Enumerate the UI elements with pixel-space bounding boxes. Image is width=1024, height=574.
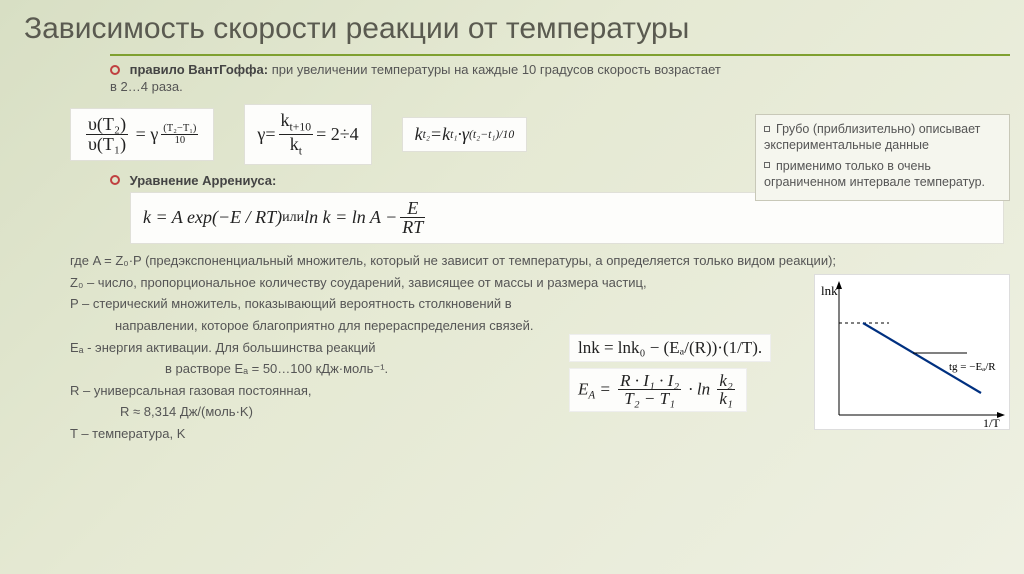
graph-slope: tg = −Eₐ/R — [949, 361, 996, 373]
side-note-1: Грубо (приблизительно) описывает экспери… — [764, 122, 980, 152]
desc-A: где A = Z₀·P (предэкспоненциальный множи… — [70, 252, 1004, 270]
graph-ylabel: lnk — [821, 283, 838, 298]
bullet-icon — [110, 175, 120, 185]
eq-kt: kt₂ = kt₁ · γ(t₂−t₁)/10 — [402, 117, 528, 152]
eq-EA: EA = R · I₁ · I₂T₂ − T₁ · ln k₂k₁ — [569, 368, 747, 413]
eq-lnk-linear: lnk = lnk₀ − (Eₐ/(R))·(1/T). — [569, 334, 771, 362]
graph-xlabel: 1/T — [983, 416, 1000, 430]
vant-hoff-rule: правило ВантГоффа: при увеличении темпер… — [110, 62, 730, 96]
side-note-box: Грубо (приблизительно) описывает экспери… — [755, 114, 1010, 201]
linearized-equations: lnk = lnk₀ − (Eₐ/(R))·(1/T). EA = R · I₁… — [569, 334, 799, 413]
square-bullet-icon — [764, 126, 770, 132]
arrhenius-plot: lnk 1/T tg = −Eₐ/R — [814, 274, 1010, 430]
eq-ratio: υ(T₂)υ(T₁) = γ (T₂−T₁)10 — [70, 108, 214, 161]
rule-label: правило ВантГоффа: — [130, 62, 268, 77]
side-note-2: применимо только в очень ограниченном ин… — [764, 159, 985, 189]
bullet-icon — [110, 65, 120, 75]
eq-gamma: γ = kt+10kt = 2÷4 — [244, 104, 371, 165]
square-bullet-icon — [764, 162, 770, 168]
page-title: Зависимость скорости реакции от температ… — [0, 0, 1024, 54]
